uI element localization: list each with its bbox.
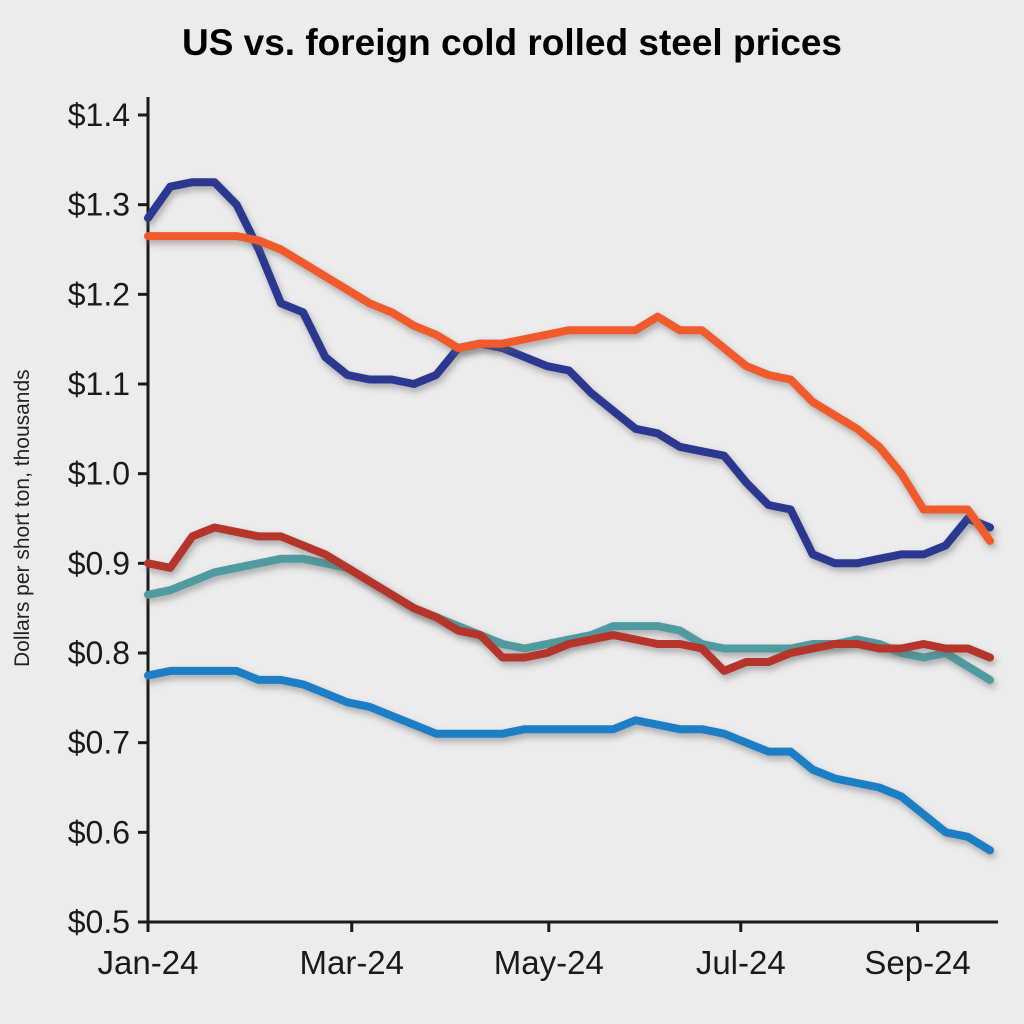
y-tick-label: $0.9 [68, 545, 130, 581]
x-tick-label: Sep-24 [864, 944, 970, 981]
y-tick-label: $0.5 [68, 904, 130, 940]
x-tick-label: May-24 [494, 944, 604, 981]
series-dark-red-line [144, 523, 994, 675]
y-tick-label: $0.6 [68, 814, 130, 850]
y-tick-label: $1.1 [68, 366, 130, 402]
series-orange-line [144, 232, 994, 545]
y-tick-label: $1.0 [68, 456, 130, 492]
y-tick-label: $0.8 [68, 635, 130, 671]
x-tick-label: Mar-24 [299, 944, 404, 981]
series-teal-line [144, 554, 994, 684]
y-tick-label: $1.2 [68, 276, 130, 312]
plot-area: $0.5 $0.6 $0.7 $0.8 $0.9 $1.0 $1.1 $1.2 $1.3 $1.4… [68, 97, 998, 981]
series-blue-line [144, 666, 994, 855]
y-tick-label: $0.7 [68, 725, 130, 761]
y-tick-label: $1.3 [68, 187, 130, 223]
series-navy-line [144, 178, 994, 568]
chart-title: US vs. foreign cold rolled steel prices [181, 22, 843, 63]
x-tick-label: Jan-24 [98, 944, 199, 981]
x-tick-label: Jul-24 [696, 944, 786, 981]
y-tick-label: $1.4 [68, 97, 130, 133]
